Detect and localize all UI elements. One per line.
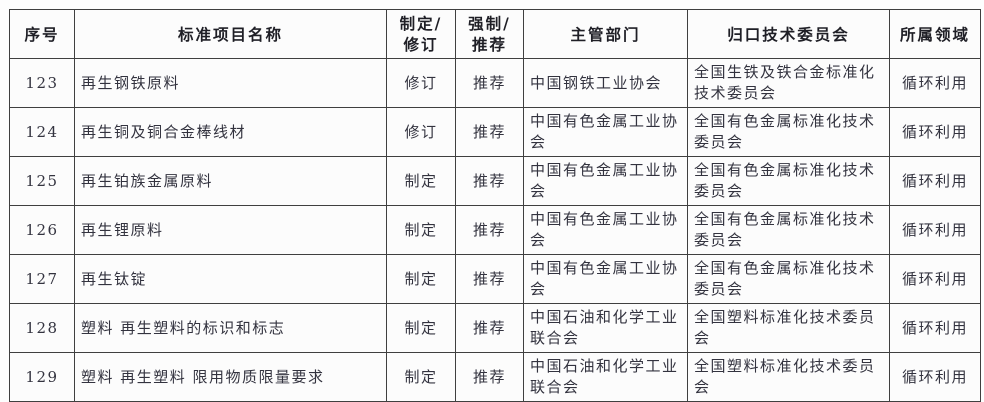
cell-name: 再生钛锭 — [74, 254, 387, 304]
cell-action: 修订 — [386, 58, 456, 108]
cell-name: 再生钢铁原料 — [74, 58, 387, 108]
cell-committee: 全国塑料标准化技术委员会 — [687, 303, 890, 353]
column-header-committee: 归口技术委员会 — [687, 9, 890, 59]
cell-department: 中国钢铁工业协会 — [523, 58, 688, 108]
table-header-row: 序号 标准项目名称 制定/ 修订 强制/ 推荐 主管部门 归口技术委员会 所属领域 — [9, 9, 981, 59]
cell-action: 制定 — [386, 303, 456, 353]
cell-committee: 全国有色金属标准化技术委员会 — [687, 205, 890, 255]
cell-name: 塑料 再生塑料的标识和标志 — [74, 303, 387, 353]
cell-type: 推荐 — [455, 303, 524, 353]
column-header-name: 标准项目名称 — [74, 9, 387, 59]
cell-committee: 全国生铁及铁合金标准化技术委员会 — [687, 58, 890, 108]
cell-no: 123 — [9, 58, 75, 108]
cell-field: 循环利用 — [889, 303, 981, 353]
cell-field: 循环利用 — [889, 156, 981, 206]
cell-department: 中国有色金属工业协会 — [523, 205, 688, 255]
cell-type: 推荐 — [455, 58, 524, 108]
cell-action: 修订 — [386, 107, 456, 157]
cell-department: 中国有色金属工业协会 — [523, 156, 688, 206]
column-header-action: 制定/ 修订 — [386, 9, 456, 59]
cell-field: 循环利用 — [889, 352, 981, 402]
table-row: 124 再生铜及铜合金棒线材 修订 推荐 中国有色金属工业协会 全国有色金属标准化技术委员… — [9, 107, 981, 157]
cell-committee: 全国有色金属标准化技术委员会 — [687, 107, 890, 157]
cell-committee: 全国有色金属标准化技术委员会 — [687, 254, 890, 304]
cell-no: 129 — [9, 352, 75, 402]
cell-name: 再生锂原料 — [74, 205, 387, 255]
cell-department: 中国石油和化学工业联合会 — [523, 352, 688, 402]
cell-no: 126 — [9, 205, 75, 255]
cell-type: 推荐 — [455, 352, 524, 402]
table-row: 127 再生钛锭 制定 推荐 中国有色金属工业协会 全国有色金属标准化技术委员会 循环利用 — [9, 254, 981, 304]
column-header-type: 强制/ 推荐 — [455, 9, 524, 59]
cell-action: 制定 — [386, 352, 456, 402]
table-row: 126 再生锂原料 制定 推荐 中国有色金属工业协会 全国有色金属标准化技术委员会 循环利用 — [9, 205, 981, 255]
cell-type: 推荐 — [455, 205, 524, 255]
cell-type: 推荐 — [455, 156, 524, 206]
cell-no: 124 — [9, 107, 75, 157]
cell-action: 制定 — [386, 205, 456, 255]
standard-projects-table: 序号 标准项目名称 制定/ 修订 强制/ 推荐 主管部门 归口技术委员会 所属领域 123 再… — [9, 9, 981, 402]
table-row: 125 再生铂族金属原料 制定 推荐 中国有色金属工业协会 全国有色金属标准化技术委员会循… — [9, 156, 981, 206]
cell-field: 循环利用 — [889, 107, 981, 157]
cell-field: 循环利用 — [889, 58, 981, 108]
cell-no: 128 — [9, 303, 75, 353]
table-row: 129 塑料 再生塑料 限用物质限量要求 制定 推荐 中国石油和化学工业联合会 全国塑料标… — [9, 352, 981, 402]
column-header-no: 序号 — [9, 9, 75, 59]
cell-committee: 全国塑料标准化技术委员会 — [687, 352, 890, 402]
cell-committee: 全国有色金属标准化技术委员会 — [687, 156, 890, 206]
cell-department: 中国有色金属工业协会 — [523, 107, 688, 157]
cell-field: 循环利用 — [889, 205, 981, 255]
cell-no: 127 — [9, 254, 75, 304]
table-row: 128 塑料 再生塑料的标识和标志 制定 推荐 中国石油和化学工业联合会 全国塑料标准化技… — [9, 303, 981, 353]
table-row: 123 再生钢铁原料 修订 推荐 中国钢铁工业协会 全国生铁及铁合金标准化技术委员会 循环利… — [9, 58, 981, 108]
cell-field: 循环利用 — [889, 254, 981, 304]
cell-name: 再生铜及铜合金棒线材 — [74, 107, 387, 157]
cell-department: 中国有色金属工业协会 — [523, 254, 688, 304]
column-header-department: 主管部门 — [523, 9, 688, 59]
cell-type: 推荐 — [455, 254, 524, 304]
cell-department: 中国石油和化学工业联合会 — [523, 303, 688, 353]
cell-no: 125 — [9, 156, 75, 206]
cell-name: 再生铂族金属原料 — [74, 156, 387, 206]
cell-name: 塑料 再生塑料 限用物质限量要求 — [74, 352, 387, 402]
cell-type: 推荐 — [455, 107, 524, 157]
column-header-field: 所属领域 — [889, 9, 981, 59]
cell-action: 制定 — [386, 156, 456, 206]
cell-action: 制定 — [386, 254, 456, 304]
